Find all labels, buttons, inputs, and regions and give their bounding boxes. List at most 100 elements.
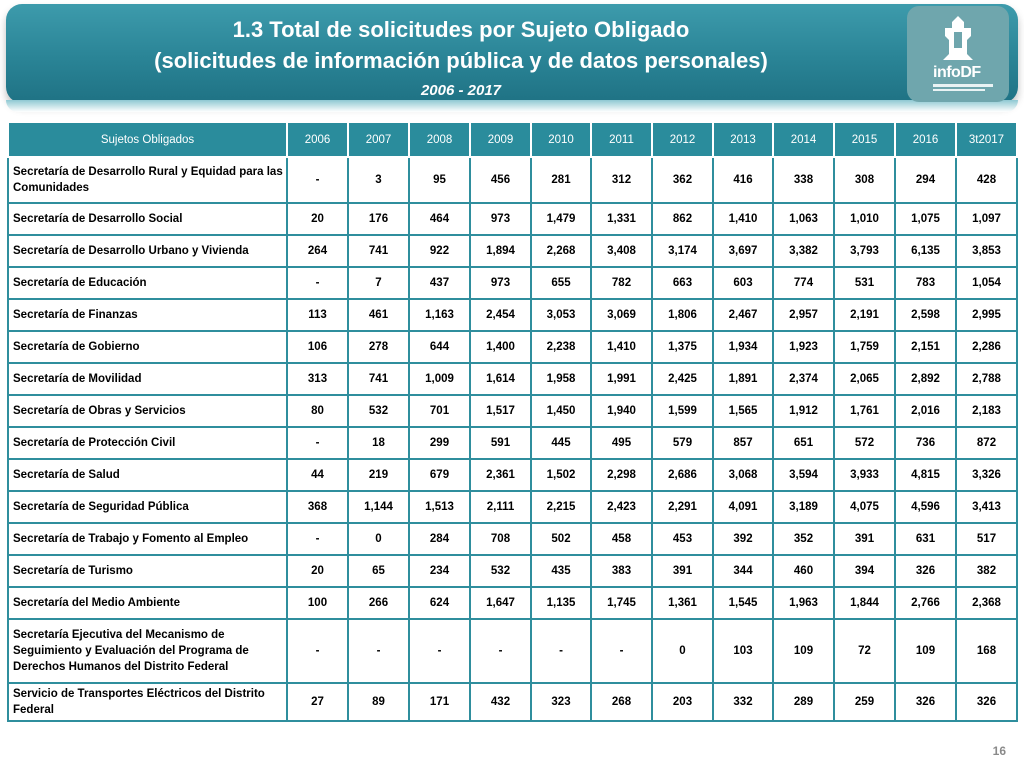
table-cell-value: 313 [286, 362, 349, 396]
table-cell-value: 234 [408, 554, 471, 588]
table-cell-value: 774 [772, 266, 835, 300]
table-row: Secretaría de Turismo 20 65 234 532 435 383 391… [7, 554, 1018, 588]
column-header-year: 2014 [772, 121, 835, 158]
column-header-year: 2016 [894, 121, 957, 158]
table-cell-value: 517 [955, 522, 1018, 556]
table-cell-value: 2,454 [469, 298, 532, 332]
requests-table: Sujetos Obligados 2006 2007 2008 2009 2010 201… [7, 121, 1018, 722]
table-cell-value: 312 [590, 156, 653, 204]
table-cell-value: 1,410 [590, 330, 653, 364]
table-cell-value: 644 [408, 330, 471, 364]
table-cell-value: 391 [651, 554, 714, 588]
table-cell-value: 44 [286, 458, 349, 492]
table-cell-value: 2,268 [530, 234, 592, 268]
table-cell-value: 2,298 [590, 458, 653, 492]
table-cell-value: 0 [347, 522, 410, 556]
table-cell-value: 1,923 [772, 330, 835, 364]
table-cell-value: 80 [286, 394, 349, 428]
table-cell-value: 435 [530, 554, 592, 588]
table-cell-value: 3,853 [955, 234, 1018, 268]
table-cell-value: 391 [833, 522, 896, 556]
table-cell-value: 168 [955, 618, 1018, 684]
table-cell-value: 862 [651, 202, 714, 236]
table-cell-value: 1,375 [651, 330, 714, 364]
table-cell-value: 532 [347, 394, 410, 428]
column-header-year: 2013 [712, 121, 774, 158]
table-row: Secretaría de Seguridad Pública 368 1,144 1… [7, 490, 1018, 524]
table-row: Secretaría de Desarrollo Rural y Equidad… [7, 156, 1018, 204]
table-cell-value: - [286, 156, 349, 204]
table-cell-value: 2,598 [894, 298, 957, 332]
column-header-year: 3t2017 [955, 121, 1018, 158]
table-cell-value: 95 [408, 156, 471, 204]
column-header-subject: Sujetos Obligados [7, 121, 288, 158]
table-cell-value: 394 [833, 554, 896, 588]
table-cell-value: 27 [286, 682, 349, 722]
table-row: Secretaría de Educación -7 437 973 655 782 663… [7, 266, 1018, 300]
row-subject-name: Secretaría de Obras y Servicios [7, 394, 288, 428]
table-cell-value: 2,686 [651, 458, 714, 492]
table-cell-value: 1,054 [955, 266, 1018, 300]
column-header-year: 2008 [408, 121, 471, 158]
table-cell-value: 1,400 [469, 330, 532, 364]
table-cell-value: 973 [469, 202, 532, 236]
table-header-row: Sujetos Obligados 2006 2007 2008 2009 2010 201… [7, 121, 1018, 158]
table-cell-value: 4,596 [894, 490, 957, 524]
row-subject-name: Secretaría de Movilidad [7, 362, 288, 396]
table-cell-value: 4,815 [894, 458, 957, 492]
table-cell-value: 591 [469, 426, 532, 460]
table-cell-value: 1,934 [712, 330, 774, 364]
table-cell-value: 3,594 [772, 458, 835, 492]
table-cell-value: 0 [651, 618, 714, 684]
table-cell-value: 1,063 [772, 202, 835, 236]
table-cell-value: 332 [712, 682, 774, 722]
table-cell-value: - [286, 266, 349, 300]
table-cell-value: 651 [772, 426, 835, 460]
row-subject-name: Secretaría de Desarrollo Urbano y Vivien… [7, 234, 288, 268]
table-cell-value: 453 [651, 522, 714, 556]
table-cell-value: 783 [894, 266, 957, 300]
table-cell-value: 3,933 [833, 458, 896, 492]
table-cell-value: 2,191 [833, 298, 896, 332]
table-cell-value: 532 [469, 554, 532, 588]
table-cell-value: 458 [590, 522, 653, 556]
table-cell-value: 1,614 [469, 362, 532, 396]
table-cell-value: 2,892 [894, 362, 957, 396]
table-cell-value: 4,075 [833, 490, 896, 524]
table-cell-value: 2,467 [712, 298, 774, 332]
table-cell-value: 1,163 [408, 298, 471, 332]
infodf-logo: infoDF [907, 6, 1009, 102]
table-cell-value: - [286, 522, 349, 556]
table-cell-value: 460 [772, 554, 835, 588]
column-header-year: 2009 [469, 121, 532, 158]
table-cell-value: 338 [772, 156, 835, 204]
table-cell-value: 113 [286, 298, 349, 332]
table-cell-value: 20 [286, 202, 349, 236]
table-cell-value: 3,408 [590, 234, 653, 268]
table-cell-value: 1,361 [651, 586, 714, 620]
table-cell-value: 2,286 [955, 330, 1018, 364]
table-cell-value: 1,075 [894, 202, 957, 236]
table-cell-value: 1,135 [530, 586, 592, 620]
table-cell-value: 464 [408, 202, 471, 236]
table-cell-value: 4,091 [712, 490, 774, 524]
table-cell-value: - [286, 426, 349, 460]
table-row: Secretaría Ejecutiva del Mecanismo de Se… [7, 618, 1018, 684]
table-cell-value: 679 [408, 458, 471, 492]
table-cell-value: 3,053 [530, 298, 592, 332]
table-cell-value: 2,291 [651, 490, 714, 524]
table-cell-value: 1,450 [530, 394, 592, 428]
table-cell-value: 1,517 [469, 394, 532, 428]
table-cell-value: 579 [651, 426, 714, 460]
table-cell-value: 1,410 [712, 202, 774, 236]
table-cell-value: 922 [408, 234, 471, 268]
table-cell-value: 416 [712, 156, 774, 204]
table-cell-value: - [408, 618, 471, 684]
table-cell-value: 872 [955, 426, 1018, 460]
table-cell-value: 1,991 [590, 362, 653, 396]
table-cell-value: 445 [530, 426, 592, 460]
table-row: Secretaría de Salud 44 219 679 2,361 1,502 2,2… [7, 458, 1018, 492]
table-cell-value: 1,958 [530, 362, 592, 396]
table-row: Secretaría de Desarrollo Urbano y Vivien… [7, 234, 1018, 268]
table-cell-value: 106 [286, 330, 349, 364]
